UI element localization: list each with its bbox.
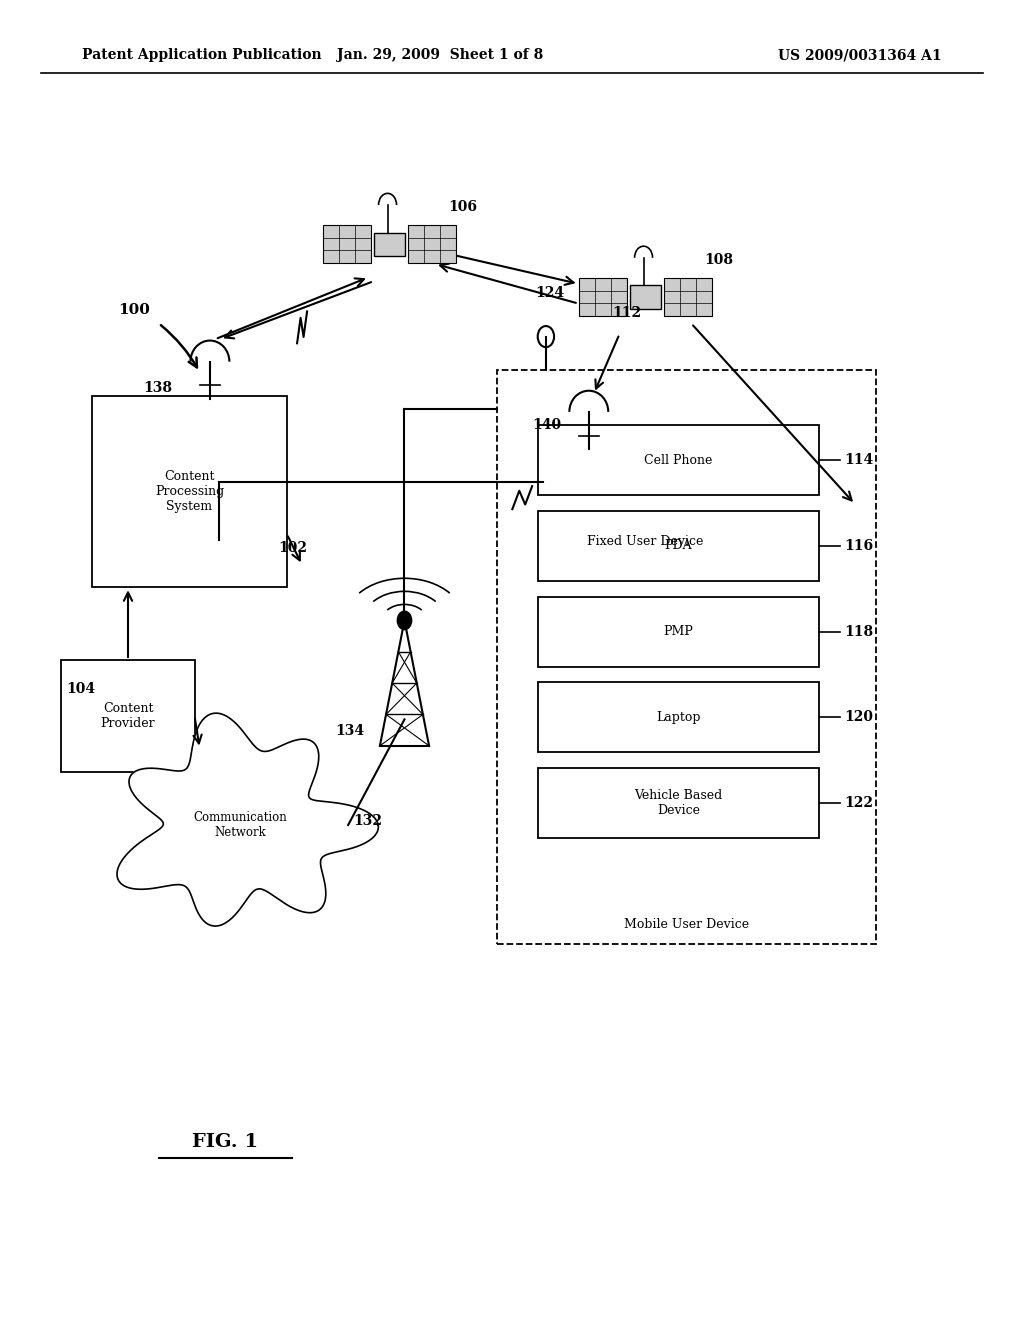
- Bar: [630, 285, 660, 309]
- Bar: [664, 279, 712, 315]
- Text: Fixed User Device: Fixed User Device: [587, 535, 703, 548]
- FancyBboxPatch shape: [92, 396, 287, 587]
- Text: 120: 120: [844, 710, 872, 725]
- Text: 138: 138: [143, 381, 172, 395]
- FancyBboxPatch shape: [538, 682, 819, 752]
- Text: Vehicle Based
Device: Vehicle Based Device: [634, 789, 723, 817]
- FancyBboxPatch shape: [538, 597, 819, 667]
- Text: 114: 114: [844, 453, 873, 467]
- FancyBboxPatch shape: [61, 660, 195, 772]
- FancyBboxPatch shape: [543, 482, 748, 601]
- FancyBboxPatch shape: [538, 768, 819, 838]
- Text: US 2009/0031364 A1: US 2009/0031364 A1: [778, 49, 942, 62]
- Circle shape: [397, 611, 412, 630]
- Text: Cell Phone: Cell Phone: [644, 454, 713, 466]
- Text: 106: 106: [449, 201, 477, 214]
- Bar: [323, 226, 371, 263]
- Text: Jan. 29, 2009  Sheet 1 of 8: Jan. 29, 2009 Sheet 1 of 8: [337, 49, 544, 62]
- Text: PDA: PDA: [665, 540, 692, 552]
- Text: Laptop: Laptop: [656, 711, 700, 723]
- Text: 134: 134: [335, 725, 364, 738]
- Text: Content
Provider: Content Provider: [100, 702, 156, 730]
- Text: 112: 112: [612, 306, 642, 319]
- Text: Communication
Network: Communication Network: [194, 810, 288, 840]
- FancyBboxPatch shape: [497, 370, 876, 944]
- Text: 100: 100: [118, 304, 150, 317]
- Text: 116: 116: [844, 539, 872, 553]
- Text: 124: 124: [536, 286, 565, 300]
- Text: 104: 104: [67, 682, 95, 696]
- Text: 132: 132: [353, 814, 382, 828]
- FancyBboxPatch shape: [538, 511, 819, 581]
- Text: 140: 140: [532, 418, 561, 432]
- Text: Content
Processing
System: Content Processing System: [155, 470, 224, 513]
- Text: 108: 108: [705, 253, 733, 267]
- Text: 122: 122: [844, 796, 872, 810]
- Text: PMP: PMP: [664, 626, 693, 638]
- Text: Mobile User Device: Mobile User Device: [624, 917, 749, 931]
- Bar: [408, 226, 456, 263]
- Text: Patent Application Publication: Patent Application Publication: [82, 49, 322, 62]
- FancyBboxPatch shape: [538, 425, 819, 495]
- Text: 102: 102: [279, 541, 307, 554]
- Bar: [374, 232, 404, 256]
- Text: FIG. 1: FIG. 1: [193, 1133, 258, 1151]
- Text: 118: 118: [844, 624, 872, 639]
- Bar: [579, 279, 627, 315]
- Polygon shape: [117, 713, 378, 927]
